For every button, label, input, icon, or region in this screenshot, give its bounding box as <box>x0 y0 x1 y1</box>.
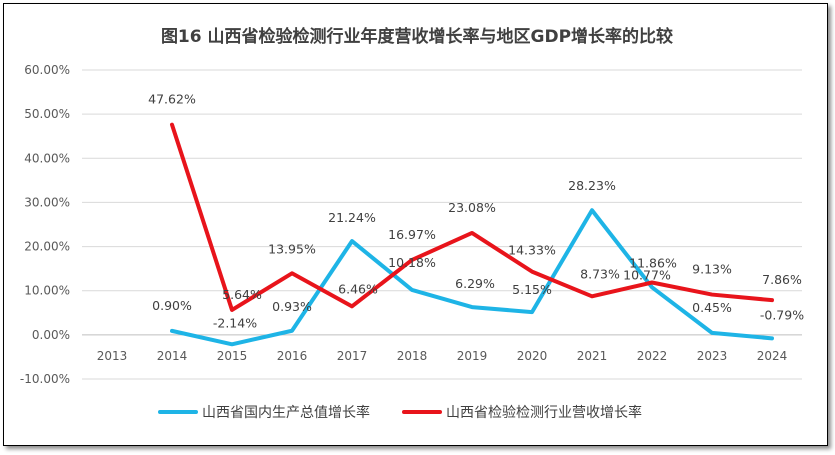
data-label: 0.90% <box>152 298 192 313</box>
data-label: 21.24% <box>328 210 376 225</box>
data-label: 13.95% <box>268 241 316 256</box>
data-label: 5.64% <box>222 287 262 302</box>
data-label: 0.93% <box>272 299 312 314</box>
data-label: 8.73% <box>580 266 620 281</box>
data-label: 6.46% <box>338 281 378 296</box>
x-tick-label: 2015 <box>217 349 248 363</box>
legend-label-1: 山西省国内生产总值增长率 <box>202 404 370 421</box>
x-tick-label: 2020 <box>517 349 548 363</box>
x-tick-label: 2023 <box>697 349 728 363</box>
x-tick-label: 2018 <box>397 349 428 363</box>
y-tick-label: 10.00% <box>24 284 70 298</box>
data-label: 5.15% <box>512 282 552 297</box>
y-tick-label: 30.00% <box>24 195 70 209</box>
gridlines <box>82 69 802 380</box>
x-tick-label: 2024 <box>757 349 788 363</box>
data-label: 28.23% <box>568 178 616 193</box>
x-tick-label: 2019 <box>457 349 488 363</box>
series-line-1 <box>170 208 774 347</box>
legend-label-2: 山西省检验检测行业营收增长率 <box>446 404 642 421</box>
data-label: 47.62% <box>148 92 196 107</box>
data-label: 0.45% <box>692 300 732 315</box>
x-tick-label: 2014 <box>157 349 188 363</box>
y-tick-label: 0.00% <box>32 328 70 342</box>
x-tick-label: 2013 <box>97 349 128 363</box>
y-tick-label: 20.00% <box>24 240 70 254</box>
x-tick-label: 2021 <box>577 349 608 363</box>
data-label: 7.86% <box>762 272 802 287</box>
y-tick-label: 40.00% <box>24 151 70 165</box>
chart-title: 图16 山西省检验检测行业年度营收增长率与地区GDP增长率的比较 <box>161 26 673 47</box>
x-axis-ticks: 2013 2014 2015 2016 2017 2018 2019 2020 2021 2022… <box>97 349 788 363</box>
data-label: 10.18% <box>388 255 436 270</box>
x-tick-label: 2017 <box>337 349 368 363</box>
chart-frame <box>3 3 828 446</box>
y-tick-label: -10.00% <box>20 372 70 386</box>
data-label: 11.86% <box>629 256 677 271</box>
data-label: 6.29% <box>455 276 495 291</box>
series-lines <box>170 122 774 347</box>
data-label: 14.33% <box>508 243 556 258</box>
y-tick-label: 60.00% <box>24 63 70 77</box>
data-label: 16.97% <box>388 227 436 242</box>
legend: 山西省国内生产总值增长率 山西省检验检测行业营收增长率 <box>158 404 642 421</box>
x-tick-label: 2022 <box>637 349 668 363</box>
data-label: -0.79% <box>760 307 804 322</box>
y-axis-ticks: -10.00% 0.00% 10.00% 20.00% 30.00% 40.00% 50.0… <box>20 63 70 386</box>
data-label: -2.14% <box>213 315 257 330</box>
series-line-2 <box>170 122 774 312</box>
data-label: 10.77% <box>623 267 671 282</box>
data-labels: 0.90% -2.14% 0.93% 21.24% 10.18% 6.29% 5.15% 28… <box>148 92 804 331</box>
x-tick-label: 2016 <box>277 349 308 363</box>
data-label: 23.08% <box>448 200 496 215</box>
y-tick-label: 50.00% <box>24 107 70 121</box>
data-label: 9.13% <box>692 262 732 277</box>
